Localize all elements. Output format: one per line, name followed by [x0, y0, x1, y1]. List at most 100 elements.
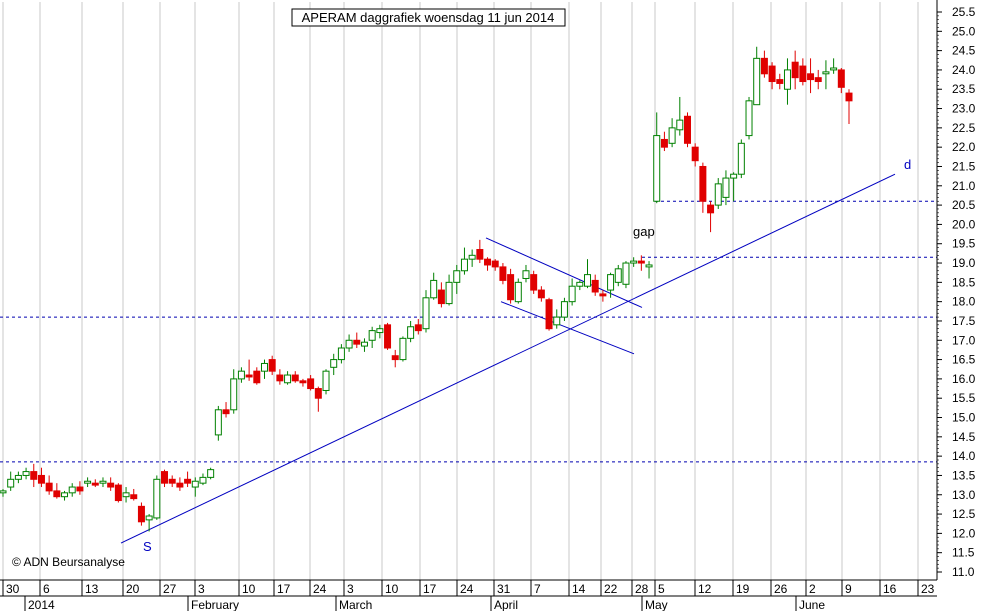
candle [668, 118, 676, 148]
x-day-label: 3 [347, 582, 354, 596]
candle-body [437, 289, 445, 305]
candle [322, 369, 330, 395]
candle-body [230, 378, 238, 411]
candle-body [391, 355, 399, 361]
candle [76, 481, 84, 495]
candle [184, 471, 192, 488]
x-day-label: 3 [198, 582, 205, 596]
candle [307, 375, 315, 391]
candle [576, 280, 584, 291]
candle-body [61, 492, 69, 498]
candle [53, 483, 61, 499]
x-day-label: 27 [163, 582, 177, 596]
candle [237, 367, 245, 383]
grid-layer [2, 2, 919, 580]
candle [530, 270, 538, 294]
candle [737, 139, 745, 179]
candle [714, 178, 722, 209]
candle [84, 477, 92, 488]
x-day-label: 28 [635, 582, 649, 596]
candle-body [637, 260, 645, 264]
candle [799, 58, 807, 86]
x-day-label: 26 [774, 582, 788, 596]
x-day-label: 5 [658, 582, 665, 596]
candle [630, 257, 638, 267]
candle-body [184, 478, 192, 484]
x-day-label: 13 [85, 582, 99, 596]
y-tick-label: 13.0 [952, 488, 976, 502]
candle-body [353, 339, 361, 345]
candle [168, 475, 176, 488]
candle [376, 324, 384, 339]
candle-body [614, 268, 622, 283]
candle [491, 259, 499, 271]
candle [345, 334, 353, 352]
candle [776, 73, 784, 90]
candle [137, 502, 145, 526]
candle [284, 371, 292, 385]
x-day-label: 6 [43, 582, 50, 596]
candle-body [284, 374, 292, 384]
candle [145, 514, 153, 532]
candle-body [645, 264, 653, 268]
candle-body [291, 374, 299, 382]
candle [245, 359, 253, 381]
candle [391, 349, 399, 368]
y-tick-label: 17.0 [952, 333, 976, 347]
candle [476, 239, 484, 264]
candle-body [799, 65, 807, 83]
candle-body [237, 370, 245, 380]
candle-body [22, 471, 30, 476]
candle [814, 69, 822, 90]
candle [845, 89, 853, 124]
candle [314, 386, 322, 412]
candle [268, 355, 276, 376]
candle-body [653, 135, 661, 202]
candle-body [14, 474, 22, 480]
candle-body [253, 370, 261, 384]
candle-body [407, 326, 415, 339]
candle [607, 272, 615, 298]
candle [337, 344, 345, 364]
candle [353, 332, 361, 348]
candle [676, 96, 684, 136]
candle-body [91, 482, 99, 486]
y-tick-label: 25.5 [952, 5, 976, 19]
candle [807, 58, 815, 94]
candle [791, 50, 799, 90]
y-tick-label: 22.0 [952, 140, 976, 154]
candle-body [376, 328, 384, 334]
candle [199, 473, 207, 486]
candle [599, 290, 607, 302]
candle [230, 369, 238, 414]
candle-body [153, 478, 161, 519]
candle-body [668, 127, 676, 144]
candle [645, 261, 653, 279]
y-tick-label: 12.5 [952, 507, 976, 521]
candle [99, 477, 107, 488]
trend-layer [120, 173, 896, 544]
candle [760, 50, 768, 78]
candle-body [368, 330, 376, 341]
candle [207, 467, 215, 480]
y-tick-label: 16.5 [952, 353, 976, 367]
x-month-label: March [339, 598, 372, 611]
candle [368, 326, 376, 348]
candle [0, 488, 7, 497]
candle [660, 131, 668, 152]
y-tick-label: 23.5 [952, 82, 976, 96]
candle-body [745, 100, 753, 137]
y-tick-label: 14.0 [952, 449, 976, 463]
candle [691, 143, 699, 167]
y-tick-label: 21.5 [952, 159, 976, 173]
candle-body [760, 57, 768, 75]
candle [399, 336, 407, 362]
candle [330, 353, 338, 376]
level-layer [0, 200, 937, 463]
candle [14, 471, 22, 484]
candle [222, 402, 230, 418]
y-tick-label: 25.0 [952, 24, 976, 38]
candle-body [307, 378, 315, 390]
candle-body [553, 316, 561, 326]
